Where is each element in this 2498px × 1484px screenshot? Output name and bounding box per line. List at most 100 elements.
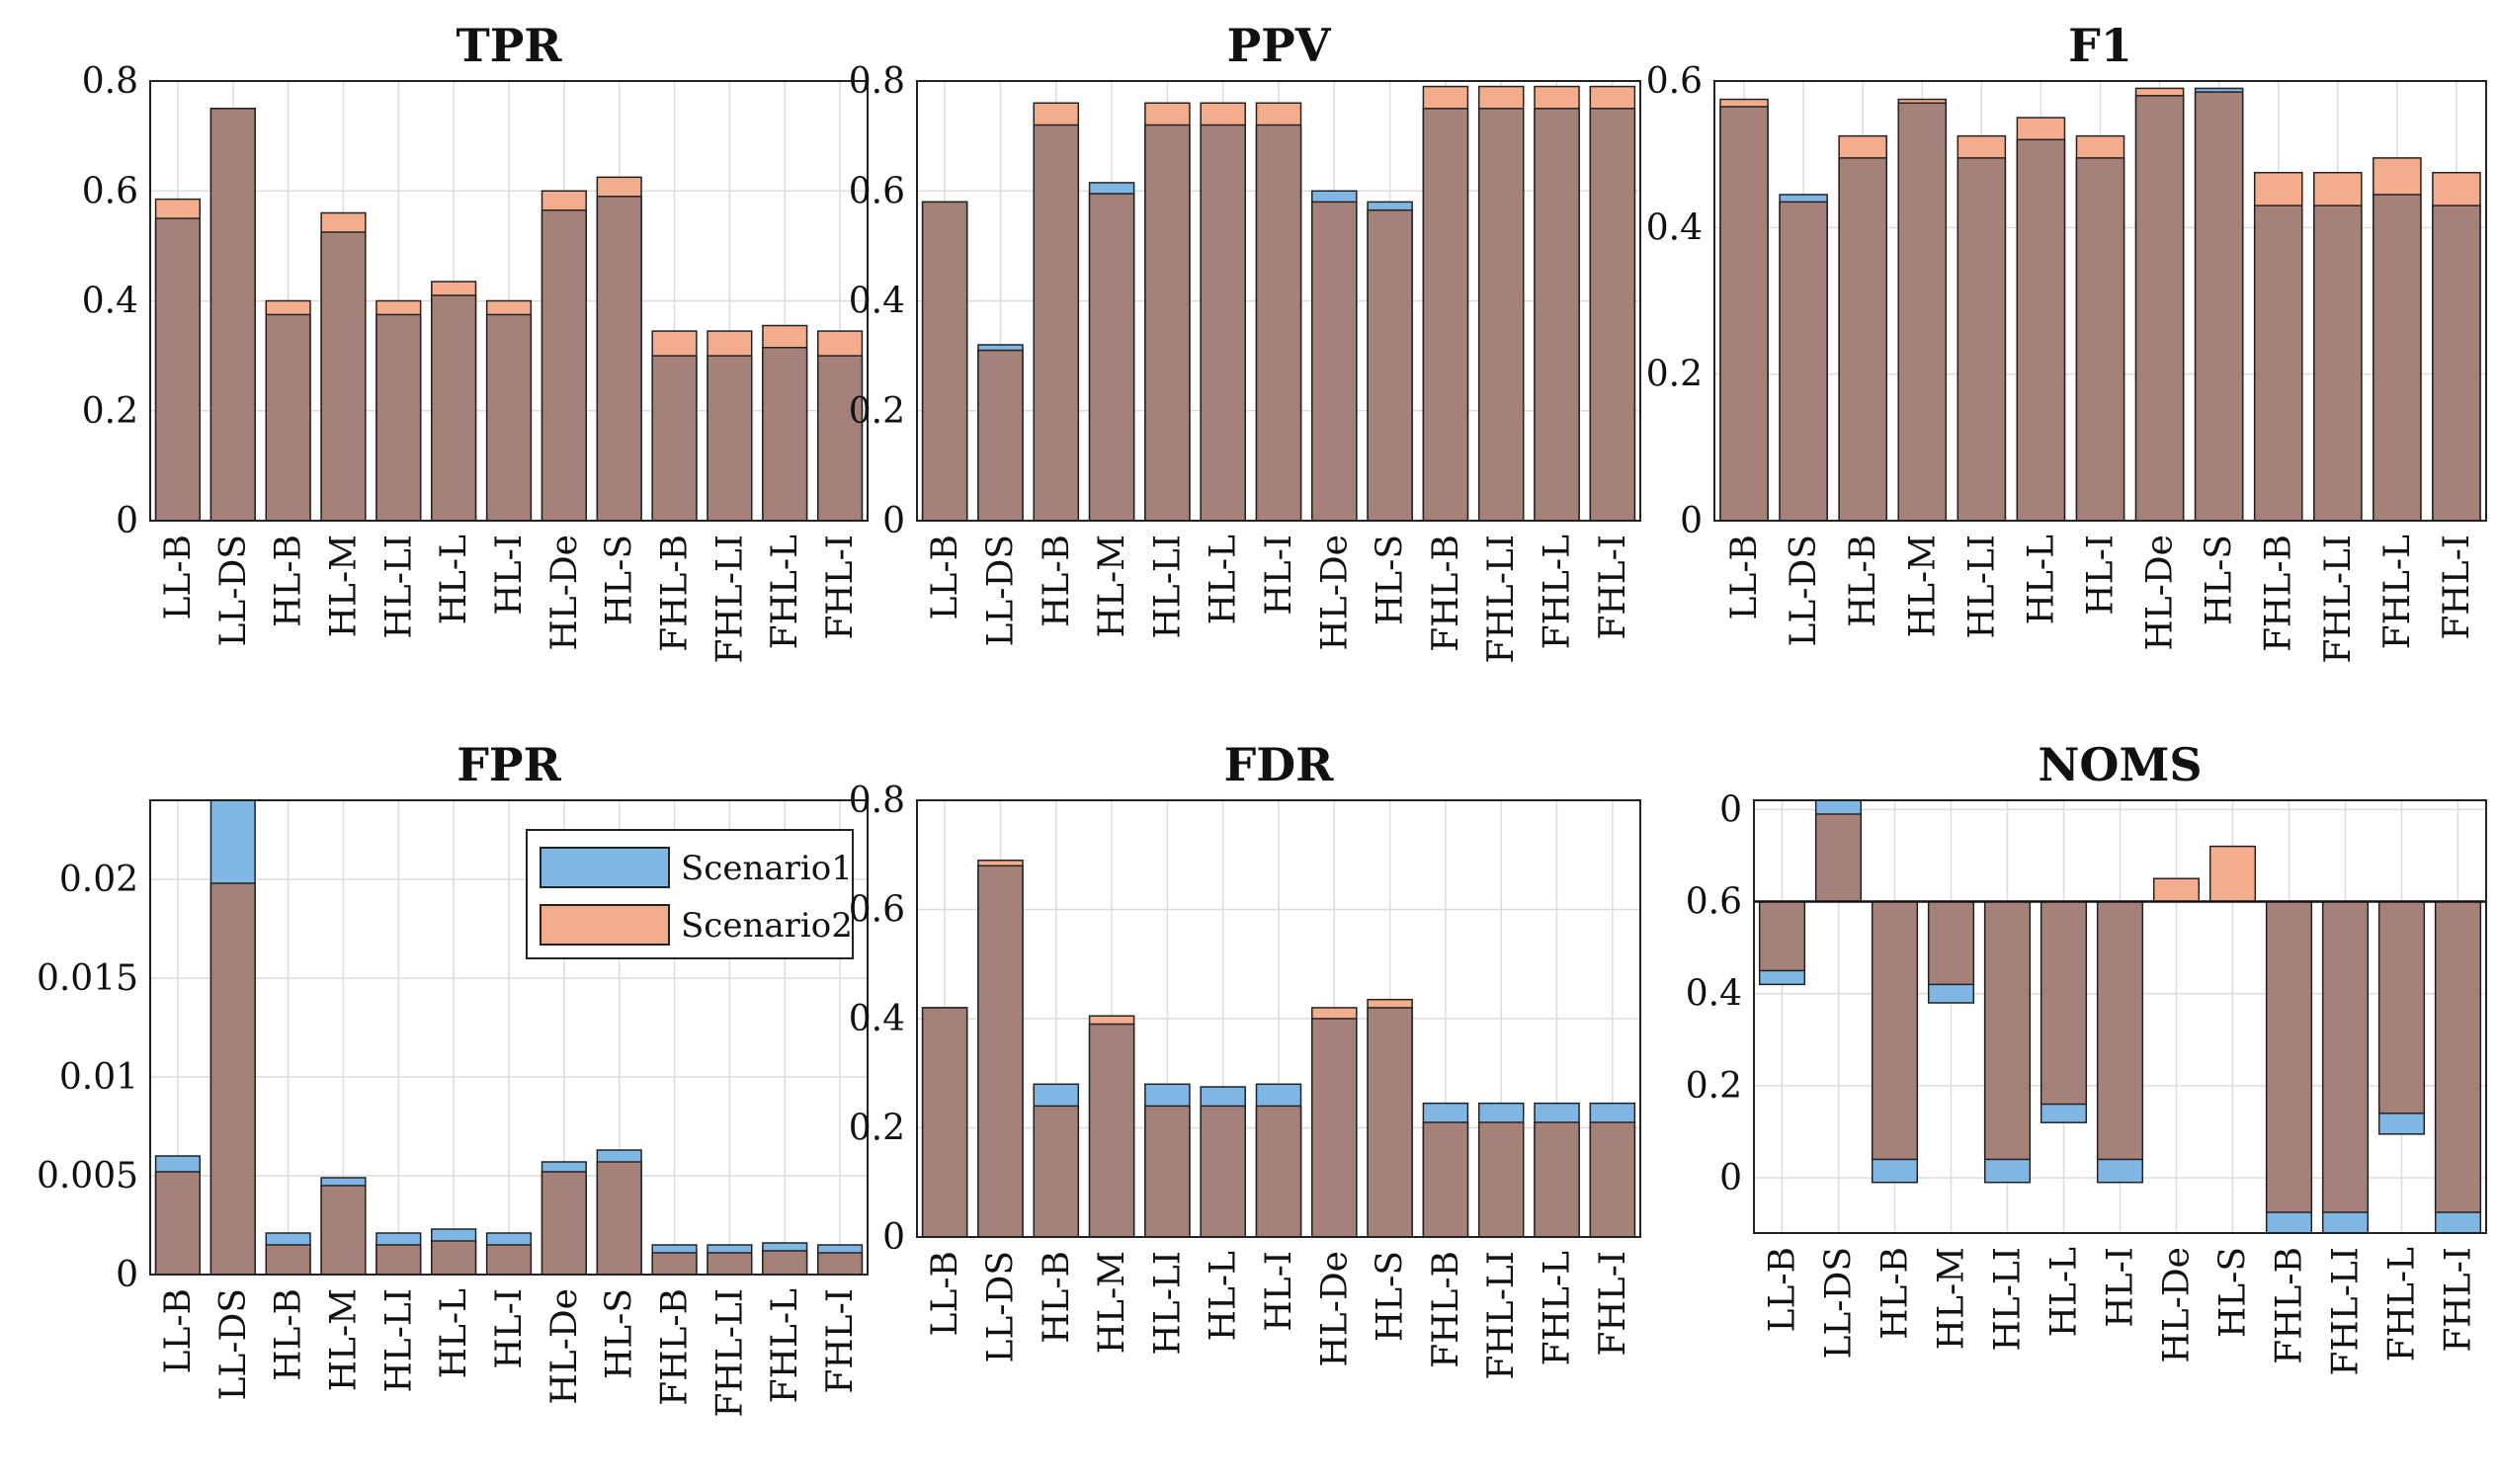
x-tick-label: HL-L [2044,1247,2085,1337]
y-tick-label: 0.6 [82,171,138,211]
legend-label-1: Scenario1 [681,849,853,888]
x-tick-label: HL-I [1259,535,1299,616]
y-tick-label: 0.8 [849,781,905,821]
legend-swatch-1 [540,847,670,888]
bar-overlap [596,196,642,522]
bar-overlap [2373,194,2422,522]
axes-box [149,80,869,522]
bar-overlap [707,1252,753,1276]
y-tick-label: 0.8 [82,61,138,102]
x-tick-label: HL-M [323,535,364,637]
y-tick-label: 0 [882,501,905,541]
panel-fpr: 0 0.005 0.01 0.015 0.02 FPR LL-B LL-DS HL-B HL-M H… [37,738,869,1418]
x-tick-label: HL-LI [1988,1247,2029,1352]
bar-overlap [1144,1105,1191,1238]
bar-overlap [1144,124,1191,522]
x-tick-label: HL-L [434,1288,474,1378]
bar-overlap [1534,108,1580,522]
axes-box [149,799,869,1276]
bar-overlap [1088,193,1135,522]
x-tick-label: FHL-LI [1481,535,1522,664]
x-tick-label: HL-LI [1147,535,1188,639]
x-tick-label: HL-B [1037,1251,1077,1344]
bar-overlap [1719,106,1769,522]
bar-overlap [154,217,202,522]
x-tick-label: HL-LI [378,1288,419,1393]
x-tick-label: HL-L [1204,1251,1244,1341]
bar-overlap [541,1171,587,1276]
x-tick-label: HL-L [2021,535,2061,624]
x-tick-label: FHL-L [765,1288,805,1403]
y-tick-label: 0.6 [849,171,905,211]
bar-overlap [1311,201,1358,522]
bar-overlap [431,294,477,522]
x-tick-label: HL-L [1204,535,1244,624]
x-tick-label: LL-B [1724,535,1765,619]
panel-title: FDR [1224,738,1335,791]
x-tick-label: FHL-LI [1481,1251,1522,1380]
y-tick-label: 0.01 [59,1057,138,1098]
bar-overlap [596,1161,642,1276]
x-tick-label: FHL-LI [2326,1247,2367,1376]
panel-fdr: 0 0.2 0.4 0.6 0.8 FDR LL-B LL-DS HL-B HL-M HL-LI HL… [849,738,1641,1380]
bar-overlap [2194,91,2244,522]
x-tick-label: HL-B [1875,1247,1916,1340]
x-tick-label: FHL-I [2437,535,2477,640]
bar-overlap [485,1244,533,1276]
bar-scenario2 [2208,845,2257,903]
x-tick-label: LL-B [925,535,965,619]
bar-overlap [762,1250,808,1276]
bar-overlap [1255,124,1302,522]
y-tick-label: 0.4 [82,282,138,322]
bar-overlap [1983,900,2032,1161]
x-tick-label: LL-DS [1819,1247,1860,1360]
x-tick-label: FHL-L [765,535,805,649]
bar-overlap [2016,138,2066,522]
x-tick-label: FHL-I [2439,1247,2479,1353]
bar-overlap [2265,900,2313,1213]
bar-overlap [1957,157,2007,522]
x-tick-label: FHL-I [820,535,861,640]
x-tick-label: FHL-L [1538,535,1578,649]
bar-overlap [154,1171,202,1276]
bar-overlap [1088,1023,1135,1238]
bar-overlap [816,355,864,522]
y-tick-label: 0.02 [59,860,138,900]
bar-scenario2 [2152,877,2201,903]
bar-overlap [1589,108,1636,522]
y-tick-label: 0 [1680,501,1703,541]
x-tick-label: LL-DS [980,1251,1021,1363]
bar-overlap [2040,900,2088,1106]
x-tick-label: HL-B [269,1288,309,1381]
x-tick-label: HL-I [489,535,530,616]
panel-title: FPR [457,738,561,791]
bar-overlap [2075,157,2125,522]
y-tick-label: 0.4 [849,282,905,322]
bar-overlap [320,231,367,522]
y-tick-label: 0.2 [1646,355,1703,395]
x-tick-label: FHL-I [1593,535,1633,640]
bar-overlap [209,882,256,1276]
bar-overlap [651,355,698,522]
x-tick-label: LL-DS [1784,535,1824,647]
x-tick-label: LL-DS [980,535,1021,647]
x-tick-label: HL-De [2140,535,2181,651]
y-tick-label: 0.2 [1686,1066,1742,1107]
axes-box [916,80,1641,522]
y-tick-label: 0.6 [1646,61,1703,102]
bar-overlap [1534,1121,1580,1238]
bar-overlap [485,313,533,522]
x-tick-label: HL-LI [1147,1251,1188,1356]
bar-overlap [762,347,808,522]
bar-overlap [1871,900,1919,1161]
x-tick-label: FHL-LI [709,535,750,664]
x-tick-label: FHL-I [1593,1251,1633,1357]
bar-overlap [1422,1121,1469,1238]
y-tick-label: 0.2 [849,1109,905,1149]
bar-overlap [977,865,1024,1238]
bar-overlap [1311,1018,1358,1238]
panel-title: PPV [1227,19,1332,72]
bar-overlap [2321,900,2370,1213]
bar-overlap [816,1252,864,1276]
legend-swatch-2 [540,904,670,946]
